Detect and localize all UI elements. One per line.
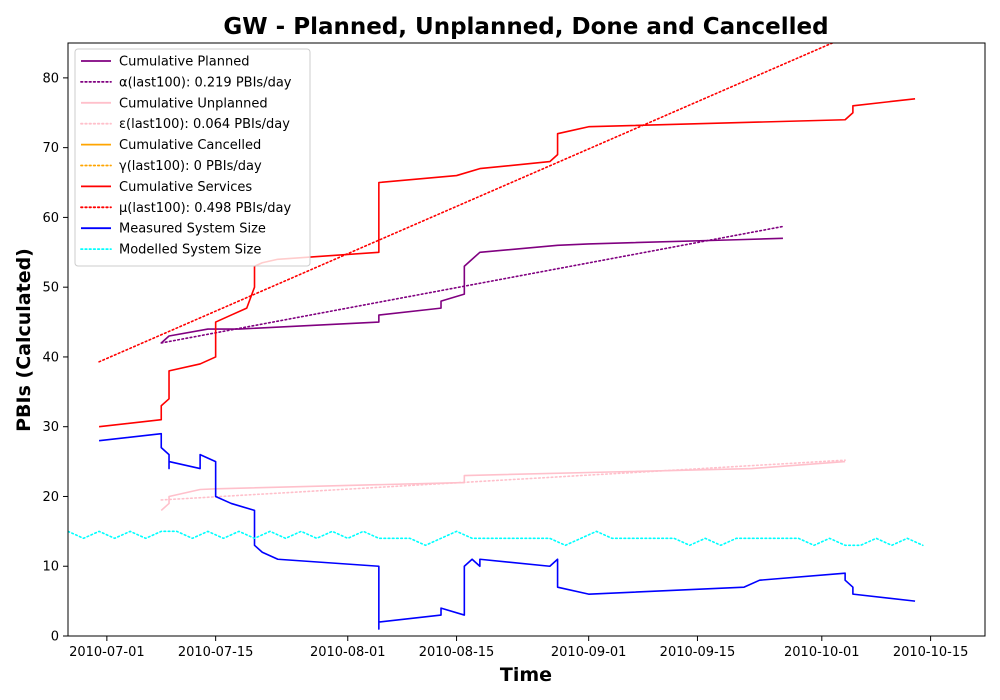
y-tick-label: 40 bbox=[42, 350, 59, 365]
plot-frame bbox=[67, 42, 986, 637]
series-7-last100-0-498-pbis-day-line bbox=[98, 43, 835, 363]
legend-box bbox=[74, 48, 311, 267]
x-axis-title: Time bbox=[500, 664, 552, 686]
x-tick-label: 2010-10-15 bbox=[893, 645, 969, 660]
legend-label: Cumulative Unplanned bbox=[119, 96, 268, 111]
y-tick-label: 20 bbox=[42, 490, 59, 505]
legend-label: Cumulative Planned bbox=[119, 55, 249, 70]
axes: 2010-07-01 2010-07-15 2010-08-01 2010-08-15… bbox=[42, 42, 986, 660]
x-tick-label: 2010-07-15 bbox=[178, 645, 254, 660]
legend-label: Cumulative Cancelled bbox=[119, 138, 261, 153]
y-tick-label: 0 bbox=[51, 630, 59, 645]
series-3-last100-0-064-pbis-day-line bbox=[160, 459, 846, 501]
legend-label: ε(last100): 0.064 PBIs/day bbox=[119, 117, 290, 132]
x-tick-label: 2010-07-01 bbox=[69, 645, 145, 660]
legend-label: μ(last100): 0.498 PBIs/day bbox=[119, 201, 291, 216]
legend-label: α(last100): 0.219 PBIs/day bbox=[119, 75, 292, 90]
x-tick-label: 2010-08-01 bbox=[310, 645, 386, 660]
y-tick-label: 60 bbox=[42, 211, 59, 226]
plot-area bbox=[68, 43, 924, 630]
y-tick-label: 80 bbox=[42, 71, 59, 86]
x-tick-label: 2010-08-15 bbox=[419, 645, 495, 660]
series-9-modelled-system-size-line bbox=[68, 530, 924, 547]
legend-label: Measured System Size bbox=[119, 222, 266, 237]
legend-label: Modelled System Size bbox=[119, 243, 261, 258]
legend: Cumulative Planned α(last100): 0.219 PBIs… bbox=[74, 48, 311, 267]
legend-label: Cumulative Services bbox=[119, 180, 252, 195]
series-1-last100-0-219-pbis-day-line bbox=[160, 225, 784, 344]
y-tick-label: 50 bbox=[42, 281, 59, 296]
y-tick-label: 10 bbox=[42, 560, 59, 575]
chart-title: GW - Planned, Unplanned, Done and Cancel… bbox=[223, 14, 828, 40]
legend-label: γ(last100): 0 PBIs/day bbox=[119, 159, 262, 174]
y-tick-label: 30 bbox=[42, 420, 59, 435]
series-lines bbox=[68, 43, 924, 630]
x-tick-label: 2010-09-01 bbox=[551, 645, 627, 660]
series-8-measured-system-size-line bbox=[98, 432, 916, 630]
y-axis-title: PBIs (Calculated) bbox=[13, 248, 35, 432]
y-tick-label: 70 bbox=[42, 141, 59, 156]
series-0-cumulative-planned-line bbox=[160, 237, 783, 344]
x-tick-label: 2010-09-15 bbox=[660, 645, 736, 660]
x-tick-label: 2010-10-01 bbox=[784, 645, 860, 660]
